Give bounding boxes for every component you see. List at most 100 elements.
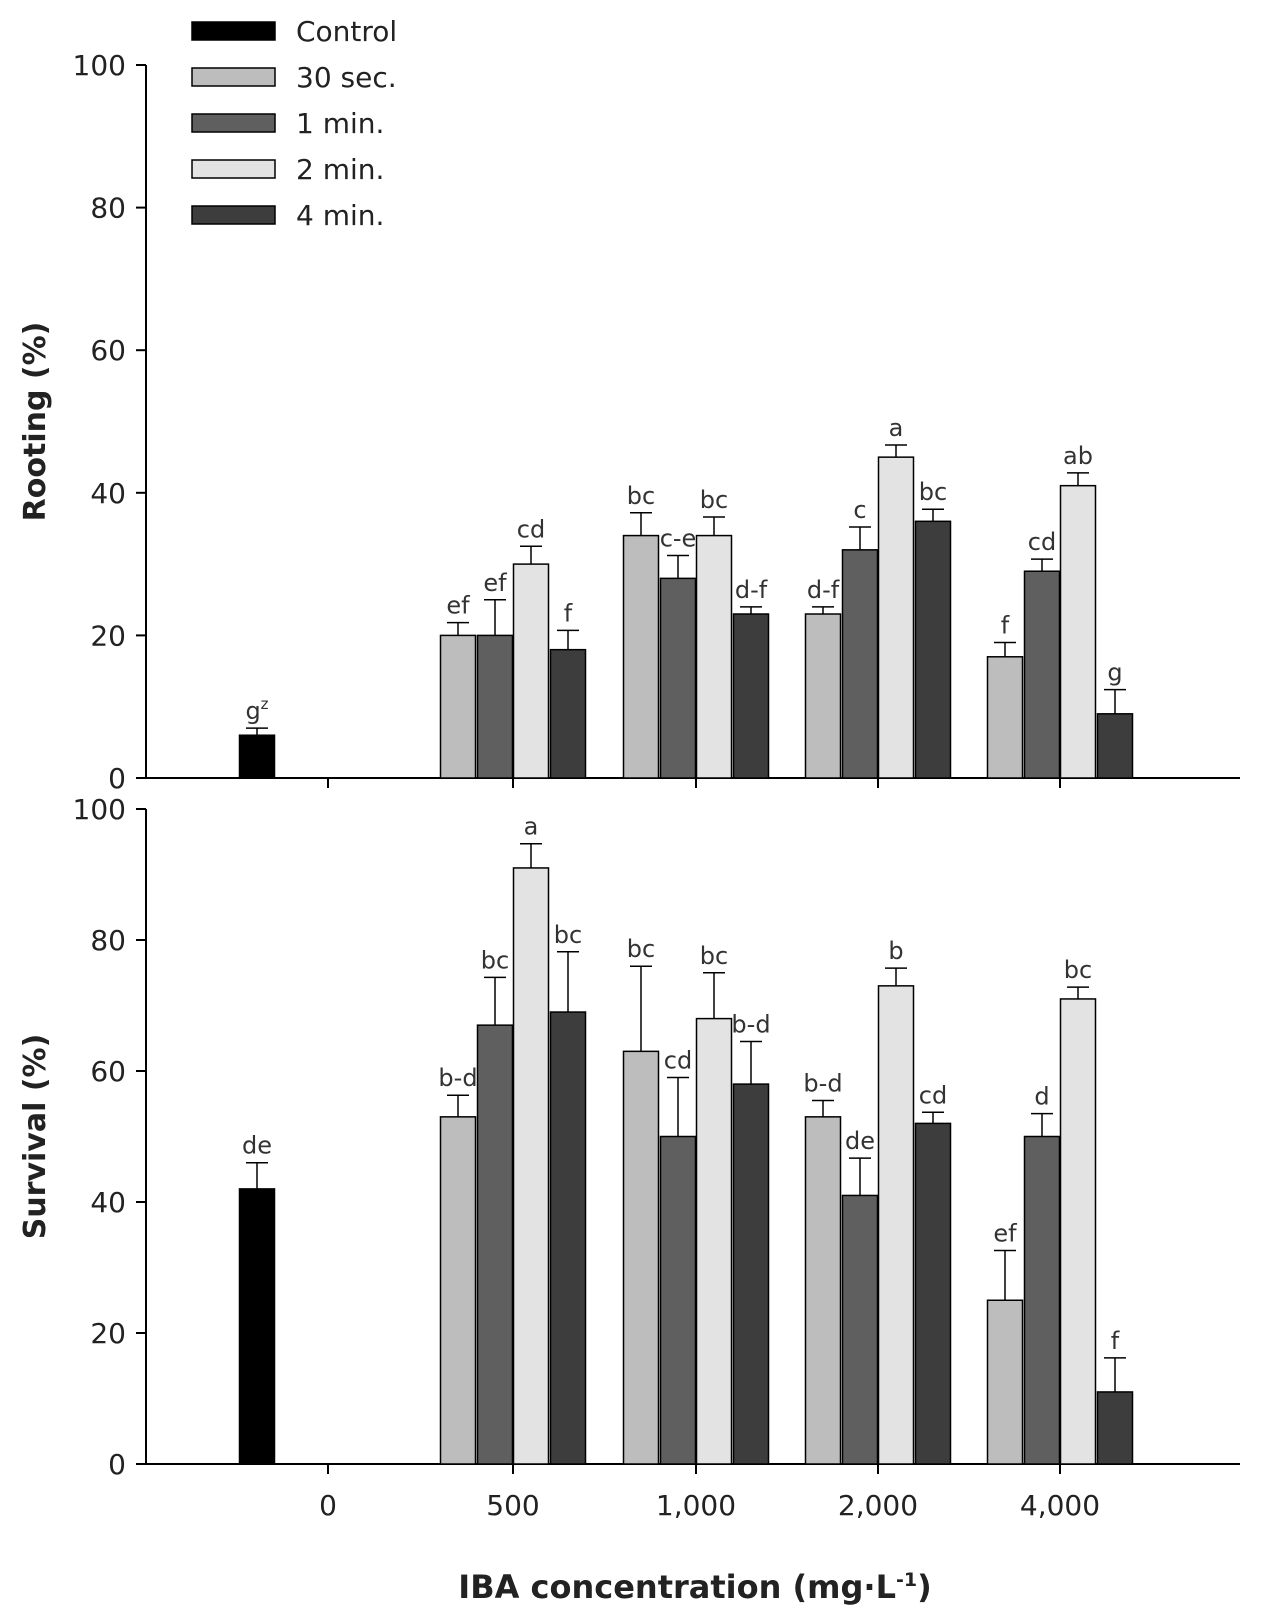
bar bbox=[659, 1135, 697, 1465]
bar bbox=[476, 634, 514, 779]
x-axis-title: IBA concentration (mg·L-1) bbox=[458, 1568, 931, 1606]
significance-letter: ef bbox=[483, 569, 507, 597]
bar bbox=[804, 613, 842, 779]
significance-letter: c-e bbox=[660, 525, 697, 553]
x-tick-label: 0 bbox=[319, 1489, 337, 1522]
bar bbox=[659, 577, 697, 779]
bar bbox=[1059, 998, 1097, 1465]
significance-letter: bc bbox=[627, 482, 655, 510]
bar bbox=[841, 549, 879, 779]
legend: Control 30 sec. 1 min. 2 min. 4 min. bbox=[191, 15, 397, 232]
y-tick-label: 20 bbox=[90, 619, 126, 652]
significance-letter: bc bbox=[919, 478, 947, 506]
bar bbox=[512, 867, 550, 1465]
significance-letter: ef bbox=[993, 1219, 1017, 1247]
significance-letter: f bbox=[564, 599, 573, 627]
y-tick-label: 80 bbox=[90, 924, 126, 957]
significance-letter: cd bbox=[664, 1047, 692, 1075]
bar bbox=[1096, 713, 1134, 779]
bar bbox=[238, 734, 276, 779]
bar bbox=[804, 1116, 842, 1465]
x-tick-label: 2,000 bbox=[838, 1489, 918, 1522]
significance-letter: cd bbox=[1028, 528, 1056, 556]
bar bbox=[1023, 1135, 1061, 1465]
significance-letter: bc bbox=[627, 935, 655, 963]
bar bbox=[695, 534, 733, 779]
significance-letter: f bbox=[1111, 1327, 1120, 1355]
bar bbox=[914, 520, 952, 779]
significance-letter: b-d bbox=[438, 1064, 477, 1092]
significance-letter: bc bbox=[481, 946, 509, 974]
bar bbox=[476, 1024, 514, 1465]
legend-label: 2 min. bbox=[296, 153, 384, 186]
significance-letter: bc bbox=[554, 921, 582, 949]
significance-letter: d bbox=[1034, 1083, 1049, 1111]
bar bbox=[549, 648, 587, 779]
bar bbox=[1096, 1391, 1134, 1465]
bar bbox=[439, 634, 477, 779]
y-axis-title: Survival (%) bbox=[18, 1034, 53, 1240]
y-tick-label: 100 bbox=[73, 49, 126, 82]
bar bbox=[1023, 570, 1061, 779]
significance-letter: b-d bbox=[731, 1011, 770, 1039]
bar bbox=[914, 1122, 952, 1465]
significance-letter: ab bbox=[1063, 442, 1093, 470]
significance-letter: ef bbox=[446, 592, 470, 620]
bar bbox=[732, 1083, 770, 1465]
bar bbox=[732, 613, 770, 779]
legend-swatch bbox=[191, 21, 276, 41]
y-tick-label: 40 bbox=[90, 1186, 126, 1219]
significance-letter: bc bbox=[1064, 956, 1092, 984]
legend-label: 1 min. bbox=[296, 107, 384, 140]
legend-label: Control bbox=[296, 15, 397, 48]
bar bbox=[877, 985, 915, 1465]
legend-swatch bbox=[191, 67, 276, 87]
significance-letter: f bbox=[1001, 612, 1010, 640]
legend-swatch bbox=[191, 205, 276, 225]
bar bbox=[986, 1299, 1024, 1465]
bar bbox=[439, 1116, 477, 1465]
bar bbox=[238, 1188, 276, 1465]
legend-label: 4 min. bbox=[296, 199, 384, 232]
y-tick-label: 60 bbox=[90, 334, 126, 367]
legend-label: 30 sec. bbox=[296, 61, 397, 94]
bar bbox=[622, 1050, 660, 1465]
significance-letter: b-d bbox=[803, 1069, 842, 1097]
bar bbox=[841, 1194, 879, 1465]
x-tick-label: 1,000 bbox=[656, 1489, 736, 1522]
y-tick-label: 20 bbox=[90, 1317, 126, 1350]
significance-letter: a bbox=[889, 414, 904, 442]
y-tick-label: 100 bbox=[73, 793, 126, 826]
significance-letter: cd bbox=[919, 1081, 947, 1109]
significance-letter: de bbox=[242, 1132, 272, 1160]
y-tick-label: 0 bbox=[108, 762, 126, 795]
bar bbox=[877, 456, 915, 779]
significance-letter: bc bbox=[700, 486, 728, 514]
significance-letter: b bbox=[888, 937, 903, 965]
bar bbox=[549, 1011, 587, 1465]
bar bbox=[695, 1017, 733, 1465]
y-tick-label: 80 bbox=[90, 192, 126, 225]
x-axis-title-text: IBA concentration (mg·L-1) bbox=[458, 1568, 931, 1606]
significance-letter: de bbox=[845, 1127, 875, 1155]
significance-letter: c bbox=[853, 496, 866, 524]
significance-letter: a bbox=[524, 813, 539, 841]
significance-letter: g bbox=[1107, 659, 1122, 687]
y-tick-label: 60 bbox=[90, 1055, 126, 1088]
bar bbox=[622, 534, 660, 779]
y-tick-label: 0 bbox=[108, 1448, 126, 1481]
significance-letter: d-f bbox=[807, 576, 840, 604]
significance-letter: bc bbox=[700, 942, 728, 970]
bar bbox=[512, 563, 550, 779]
y-tick-label: 40 bbox=[90, 477, 126, 510]
x-tick-label: 500 bbox=[486, 1489, 539, 1522]
bar bbox=[1059, 484, 1097, 779]
significance-letter: d-f bbox=[735, 576, 768, 604]
significance-letter: gz bbox=[245, 695, 268, 725]
legend-swatch bbox=[191, 113, 276, 133]
significance-letter: cd bbox=[517, 515, 545, 543]
legend-swatch bbox=[191, 159, 276, 179]
